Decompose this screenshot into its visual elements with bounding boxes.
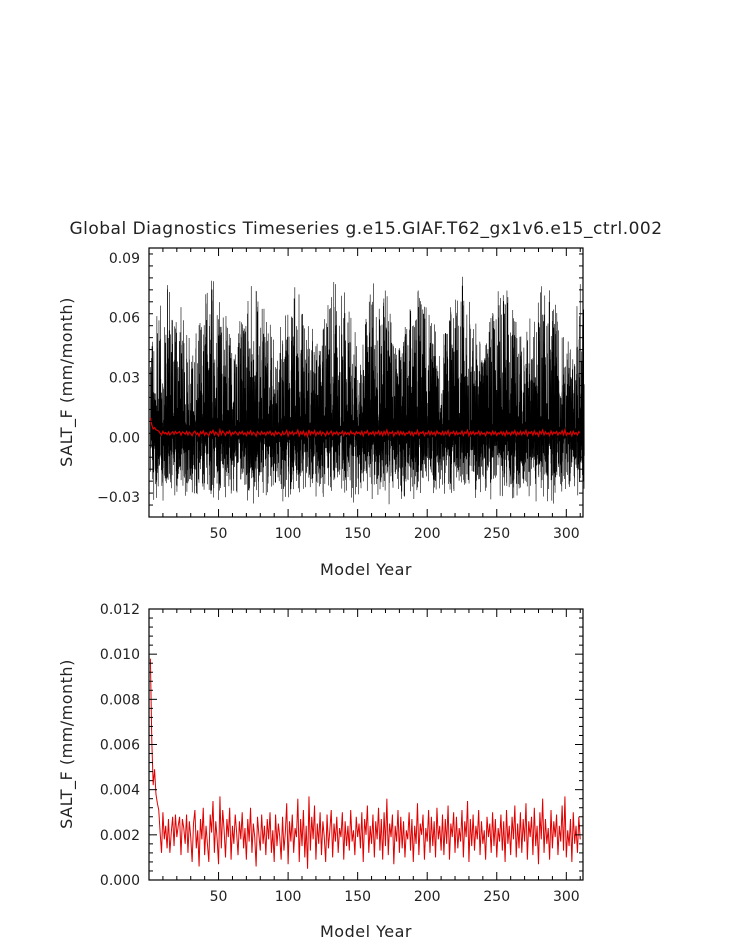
- y-tick-label: 0.000: [100, 873, 140, 889]
- monthly-series-layer: [150, 276, 585, 505]
- y-tick-label: 0.012: [100, 602, 140, 618]
- bottom-panel: 50 100 150 200 250 300 0.000 0.002 0.004 0.006 0.0…: [57, 602, 584, 941]
- y-tick-label: 0.004: [100, 783, 140, 799]
- top-x-axis-label: Model Year: [320, 560, 412, 579]
- x-tick-label: 300: [553, 889, 580, 905]
- bottom-y-axis-label: SALT_F (mm/month): [57, 659, 77, 829]
- top-y-axis-label: SALT_F (mm/month): [57, 297, 77, 467]
- y-tick-label: 0.09: [109, 251, 140, 267]
- x-tick-label: 50: [210, 889, 228, 905]
- y-tick-label: 0.006: [100, 738, 140, 754]
- y-tick-label: 0.002: [100, 828, 140, 844]
- x-tick-label: 250: [483, 889, 510, 905]
- annual-mean-line-top: [149, 417, 581, 439]
- top-axes: 50 100 150 200 250 300 −0.03 0.00 0.03 0.06 0.09: [97, 248, 583, 542]
- top-plot-frame: [148, 247, 584, 518]
- x-tick-label: 200: [414, 889, 441, 905]
- y-tick-label: −0.03: [97, 490, 140, 506]
- x-tick-label: 100: [275, 889, 302, 905]
- x-tick-label: 250: [483, 526, 510, 542]
- y-tick-label: 0.00: [109, 430, 140, 446]
- y-tick-label: 0.03: [109, 371, 140, 387]
- x-tick-label: 50: [210, 526, 228, 542]
- chart-title: Global Diagnostics Timeseries g.e15.GIAF…: [69, 219, 662, 239]
- x-tick-label: 150: [344, 526, 371, 542]
- x-tick-label: 200: [414, 526, 441, 542]
- annual-mean-line-bottom: [149, 658, 581, 869]
- bottom-plot-frame: [148, 608, 584, 881]
- top-panel: 50 100 150 200 250 300 −0.03 0.00 0.03 0.06 0.09 M…: [57, 247, 585, 579]
- bottom-axes: 50 100 150 200 250 300 0.000 0.002 0.004 0.006 0.0…: [100, 602, 583, 905]
- x-tick-label: 100: [275, 526, 302, 542]
- y-tick-label: 0.06: [109, 311, 140, 327]
- x-tick-label: 300: [553, 526, 580, 542]
- y-tick-label: 0.010: [100, 647, 140, 663]
- x-tick-label: 150: [344, 889, 371, 905]
- monthly-series-line: [150, 276, 585, 505]
- y-tick-label: 0.008: [100, 692, 140, 708]
- bottom-x-axis-label: Model Year: [320, 922, 412, 941]
